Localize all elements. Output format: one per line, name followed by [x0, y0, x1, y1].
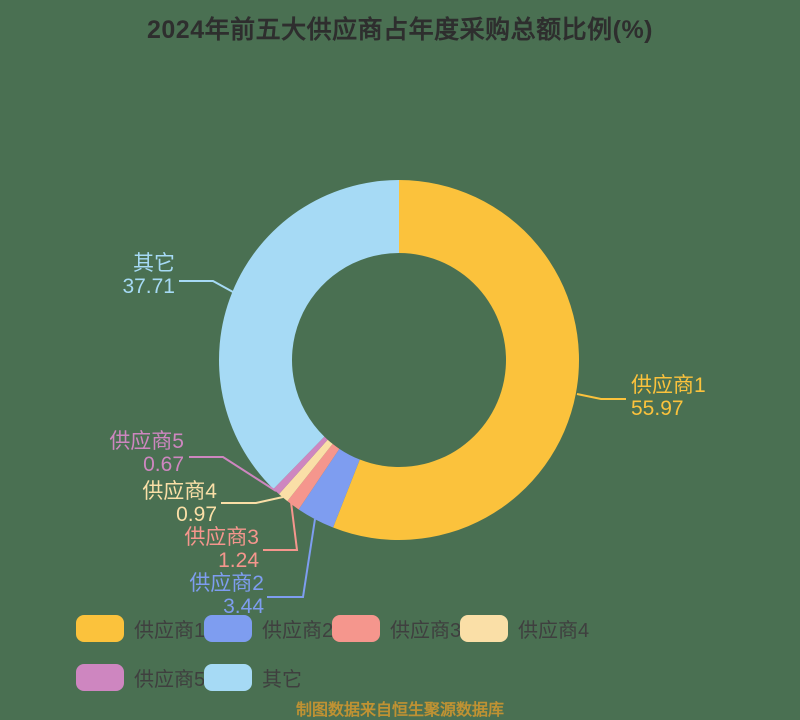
chart-title: 2024年前五大供应商占年度采购总额比例(%) — [147, 16, 653, 44]
legend-item-supplier-2[interactable]: 供应商2 — [204, 614, 333, 642]
legend-item-supplier-1[interactable]: 供应商1 — [76, 614, 205, 642]
legend-swatch — [460, 614, 508, 642]
pie-label-name: 供应商3 — [184, 526, 259, 549]
pie-label-value: 3.44 — [223, 595, 264, 618]
pie-label-name: 供应商1 — [631, 374, 706, 397]
pie-slice-其它[interactable] — [218, 179, 399, 489]
legend-item-supplier-4[interactable]: 供应商4 — [460, 614, 589, 642]
pie-label-others: 其它 37.71 — [122, 252, 175, 298]
pie-label-supplier-2: 供应商2 3.44 — [189, 572, 264, 618]
legend-label: 其它 — [262, 668, 302, 691]
legend-swatch — [76, 614, 124, 642]
pie-slice-供应商5[interactable] — [273, 436, 328, 495]
pie-label-name: 其它 — [133, 252, 175, 275]
legend-item-supplier-5[interactable]: 供应商5 — [76, 663, 205, 691]
pie-label-value: 37.71 — [122, 275, 175, 298]
pie-label-supplier-3: 供应商3 1.24 — [184, 526, 259, 572]
label-leader-line — [179, 280, 234, 293]
pie-label-name: 供应商5 — [109, 430, 184, 453]
legend-swatch — [204, 614, 252, 642]
legend-label: 供应商5 — [134, 668, 206, 691]
label-leader-line — [189, 456, 277, 492]
pie-label-value: 0.97 — [176, 503, 217, 526]
legend-label: 供应商3 — [390, 619, 462, 642]
source-caption: 制图数据来自恒生聚源数据库 — [295, 702, 504, 719]
pie-slice-供应商3[interactable] — [287, 443, 340, 510]
pie-slice-供应商4[interactable] — [278, 439, 333, 502]
legend-item-others[interactable]: 其它 — [204, 663, 302, 691]
legend-swatch — [204, 663, 252, 691]
legend-swatch — [76, 663, 124, 691]
legend-label: 供应商4 — [518, 619, 590, 642]
pie-label-supplier-4: 供应商4 0.97 — [142, 480, 217, 526]
legend-swatch — [332, 614, 380, 642]
pie-label-name: 供应商4 — [142, 480, 217, 503]
pie-label-value: 0.67 — [143, 453, 184, 476]
pie-label-supplier-1: 供应商1 55.97 — [631, 374, 706, 420]
pie-slice-供应商2[interactable] — [298, 448, 360, 528]
pie-label-value: 55.97 — [631, 397, 684, 420]
legend-label: 供应商2 — [262, 619, 334, 642]
label-leader-line — [576, 393, 626, 400]
pie-label-name: 供应商2 — [189, 572, 264, 595]
pie-label-value: 1.24 — [218, 549, 259, 572]
legend-item-supplier-3[interactable]: 供应商3 — [332, 614, 461, 642]
pie-label-supplier-5: 供应商5 0.67 — [109, 430, 184, 476]
label-leader-line — [221, 496, 284, 504]
legend-label: 供应商1 — [134, 619, 206, 642]
pie-slice-供应商1[interactable] — [333, 180, 580, 540]
label-leader-line — [267, 518, 316, 598]
label-leader-line — [263, 501, 299, 551]
